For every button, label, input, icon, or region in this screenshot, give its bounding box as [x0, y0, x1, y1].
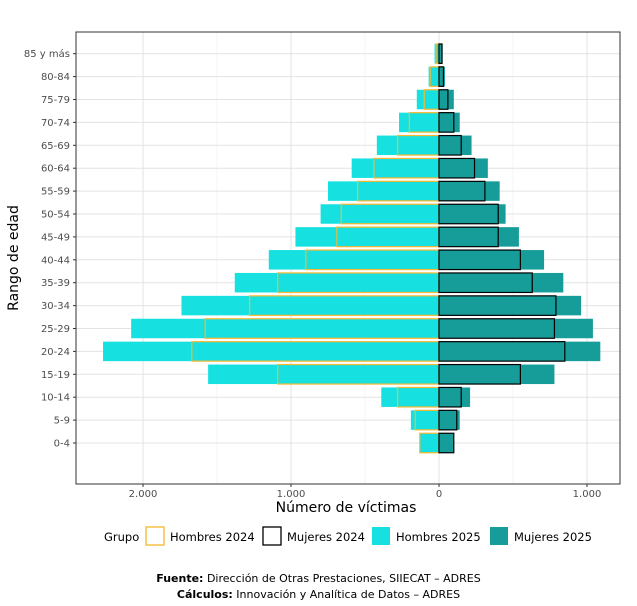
y-tick-label: 30-34: [41, 301, 70, 312]
y-tick-label: 10-14: [41, 393, 70, 404]
legend-key-hombres-2024: [145, 526, 165, 546]
bar-mujeres-2024-15-19: [438, 363, 522, 385]
y-tick-label: 20-24: [41, 347, 70, 358]
bar-mujeres-2024-60-64: [438, 157, 476, 179]
bars: [103, 43, 601, 454]
y-tick-label: 85 y más: [24, 48, 70, 60]
y-tick-label: 50-54: [41, 210, 70, 221]
x-tick-labels: 2.000 1.000 0 1.000: [129, 484, 602, 500]
bar-mujeres-2024-10-14: [438, 386, 462, 408]
y-tick-label: 40-44: [41, 255, 70, 266]
calculations-text: Innovación y Analítica de Datos – ADRES: [232, 588, 461, 601]
legend: Grupo Hombres 2024 Mujeres 2024 Hombres 20…: [104, 526, 592, 546]
y-tick-label: 65-69: [41, 141, 70, 152]
bar-mujeres-2024-50-54: [438, 203, 499, 225]
y-tick-label: 55-59: [41, 187, 70, 198]
legend-key-mujeres-2025: [490, 527, 508, 545]
bar-mujeres-2024-0-4: [438, 432, 455, 454]
bar-mujeres-2024-30-34: [438, 295, 557, 316]
plot-panel-border: [75, 31, 621, 485]
bar-mujeres-2024-45-49: [438, 226, 499, 248]
bar-mujeres-2025-75-79: [439, 89, 454, 110]
y-tick-label: 5-9: [54, 416, 70, 427]
y-axis-title: Rango de edad: [6, 205, 22, 311]
bar-mujeres-2025-45-49: [439, 227, 519, 247]
bar-mujeres-2025-30-34: [439, 295, 582, 316]
bar-mujeres-2025-5-9: [439, 410, 460, 430]
legend-title: Grupo: [104, 530, 139, 544]
bar-mujeres-2025-85-y-m-s: [439, 43, 443, 64]
bar-hombres-2025-60-64: [351, 158, 439, 178]
bar-mujeres-2024-55-59: [438, 180, 486, 202]
bar-mujeres-2024-80-84: [438, 66, 445, 87]
bar-mujeres-2024-5-9: [438, 409, 458, 431]
bar-mujeres-2025-10-14: [439, 387, 471, 407]
y-tick-label: 70-74: [41, 118, 70, 129]
bar-hombres-2025-35-39: [234, 272, 439, 293]
footer-calculations: Cálculos: Innovación y Analítica de Dato…: [0, 588, 637, 601]
x-tick-label: 1.000: [573, 489, 602, 500]
source-label: Fuente:: [156, 572, 204, 585]
bar-mujeres-2025-40-44: [439, 250, 545, 270]
x-tick-label: 2.000: [129, 489, 158, 500]
bar-mujeres-2025-50-54: [439, 204, 506, 224]
bar-mujeres-2025-55-59: [439, 181, 500, 201]
population-pyramid-chart: 0-4 5-9 10-14 15-19 20-24 25-29 30-34 35-39 40-4…: [6, 31, 621, 546]
bar-hombres-2025-50-54: [320, 204, 439, 224]
y-tick-label: 45-49: [41, 232, 70, 243]
bar-mujeres-2025-25-29: [439, 318, 593, 339]
bar-mujeres-2024-85-y-m-s: [438, 43, 443, 65]
bar-hombres-2025-40-44: [268, 250, 439, 270]
bar-hombres-2025-30-34: [181, 295, 440, 316]
calculations-label: Cálculos:: [176, 588, 233, 601]
legend-key-hombres-2025: [372, 527, 390, 545]
bar-mujeres-2024-20-24: [438, 341, 566, 362]
bar-mujeres-2024-70-74: [438, 112, 455, 133]
y-tick-label: 0-4: [54, 439, 70, 450]
y-tick-labels: 0-4 5-9 10-14 15-19 20-24 25-29 30-34 35-39 40-4…: [24, 48, 76, 450]
footer-source: Fuente: Dirección de Otras Prestaciones,…: [0, 572, 637, 585]
x-tick-label: 0: [436, 489, 442, 500]
source-text: Dirección de Otras Prestaciones, SIIECAT…: [203, 572, 481, 585]
bar-mujeres-2025-20-24: [439, 341, 601, 362]
x-tick-label: 1.000: [277, 489, 306, 500]
bar-mujeres-2025-0-4: [439, 433, 454, 453]
bar-mujeres-2024-25-29: [438, 318, 556, 339]
bar-hombres-2025-5-9: [410, 410, 439, 430]
bar-hombres-2025-0-4: [419, 433, 439, 453]
bar-hombres-2025-15-19: [208, 364, 439, 385]
legend-label-mujeres-2024: Mujeres 2024: [287, 530, 365, 544]
bar-mujeres-2025-60-64: [439, 158, 488, 178]
bar-mujeres-2024-40-44: [438, 249, 522, 271]
bar-hombres-2025-25-29: [131, 318, 439, 339]
y-tick-label: 15-19: [41, 370, 70, 381]
y-tick-label: 75-79: [41, 95, 70, 106]
bar-hombres-2025-80-84: [428, 66, 439, 87]
bar-mujeres-2024-65-69: [438, 134, 462, 156]
bar-hombres-2025-65-69: [376, 135, 439, 156]
bar-hombres-2025-85-y-m-s: [434, 43, 439, 64]
y-tick-label: 60-64: [41, 164, 70, 175]
bar-mujeres-2025-35-39: [439, 272, 564, 293]
bar-hombres-2025-55-59: [328, 181, 439, 201]
bar-hombres-2025-45-49: [295, 227, 439, 247]
bar-hombres-2025-10-14: [381, 387, 439, 407]
bar-mujeres-2025-80-84: [439, 66, 445, 87]
legend-label-mujeres-2025: Mujeres 2025: [514, 530, 592, 544]
legend-label-hombres-2025: Hombres 2025: [396, 530, 481, 544]
bar-hombres-2025-20-24: [103, 341, 439, 362]
bar-mujeres-2025-65-69: [439, 135, 472, 156]
y-tick-label: 80-84: [41, 72, 70, 83]
y-tick-label: 35-39: [41, 278, 70, 289]
bar-mujeres-2024-75-79: [438, 89, 449, 110]
bar-hombres-2025-70-74: [399, 112, 439, 133]
legend-label-hombres-2024: Hombres 2024: [170, 530, 255, 544]
legend-key-mujeres-2024: [262, 526, 282, 546]
y-tick-label: 25-29: [41, 324, 70, 335]
x-axis-title: Número de víctimas: [276, 500, 417, 516]
bar-mujeres-2025-70-74: [439, 112, 460, 133]
bar-mujeres-2025-15-19: [439, 364, 555, 385]
bar-hombres-2025-75-79: [416, 89, 439, 110]
bar-mujeres-2024-35-39: [438, 272, 533, 294]
